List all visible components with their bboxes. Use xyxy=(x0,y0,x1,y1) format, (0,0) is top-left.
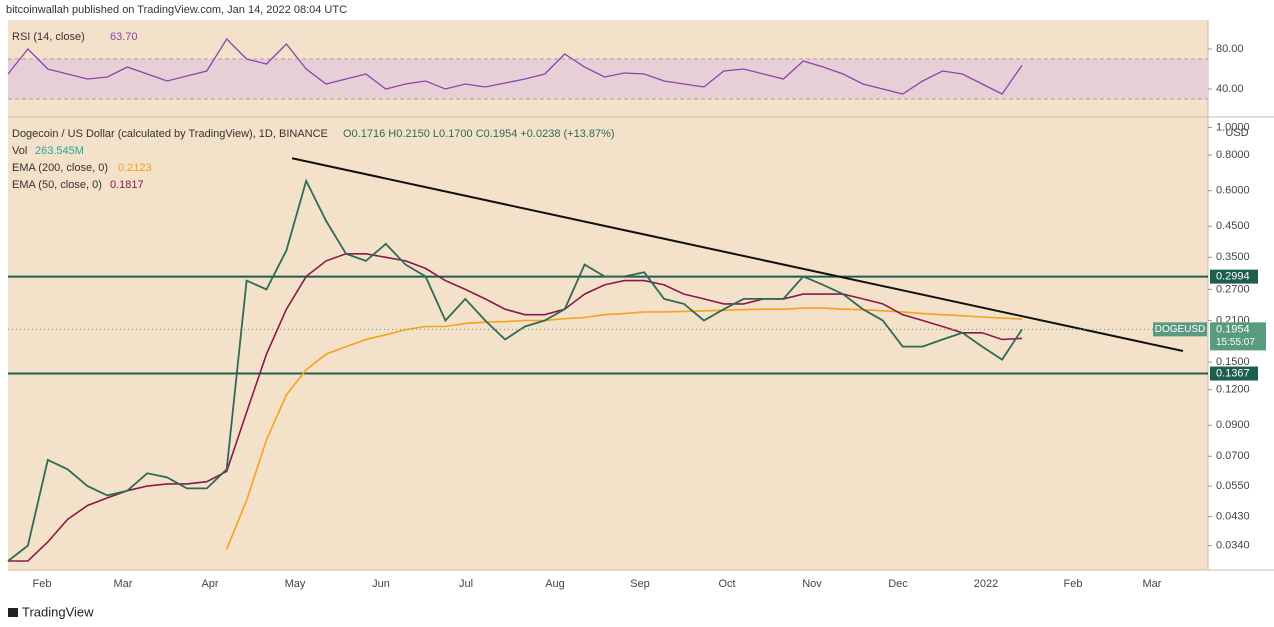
trendline xyxy=(291,157,1184,353)
header: bitcoinwallah published on TradingView.c… xyxy=(6,4,347,16)
x-tick-label: Aug xyxy=(545,578,565,590)
unit-box xyxy=(1222,126,1252,140)
rsi-line xyxy=(7,37,1023,95)
ohlc: O0.1716 H0.2150 L0.1700 C0.1954 +0.0238 … xyxy=(343,128,615,140)
y-unit: USD xyxy=(1225,127,1248,139)
volume-value: 263.545M xyxy=(35,145,84,157)
x-tick-label: Nov xyxy=(802,578,822,590)
y-tick-label: 0.0700 xyxy=(1216,450,1250,462)
x-tick-label: Jun xyxy=(372,578,390,590)
y-tick-label: 0.6000 xyxy=(1216,185,1250,197)
x-tick-label: Apr xyxy=(201,578,218,590)
rsi-value: 63.70 xyxy=(110,31,138,43)
footer: TradingView xyxy=(22,604,94,619)
x-tick-label: Feb xyxy=(1064,578,1083,590)
symbol-label: DOGEUSD xyxy=(1155,324,1206,335)
x-tick-label: Oct xyxy=(718,578,735,590)
rsi-band xyxy=(8,59,1208,99)
y-tick-label: 0.3500 xyxy=(1216,251,1250,263)
price-tag xyxy=(1210,322,1266,351)
y-tick-label: 0.0900 xyxy=(1216,419,1250,431)
rsi-title: RSI (14, close) xyxy=(12,31,85,43)
x-tick-label: Mar xyxy=(114,578,133,590)
legend-value: 0.2123 xyxy=(118,162,152,174)
y-tick-label: 0.0340 xyxy=(1216,539,1250,551)
logo xyxy=(8,608,18,617)
x-tick-label: Sep xyxy=(630,578,650,590)
level-tag xyxy=(1210,269,1258,284)
level-label: 0.2994 xyxy=(1216,271,1250,283)
symbol-tag xyxy=(1153,322,1207,337)
x-tick-label: Dec xyxy=(888,578,908,590)
y-tick-label: 0.0430 xyxy=(1216,510,1250,522)
ema-line xyxy=(225,307,1023,550)
y-tick-label: 80.00 xyxy=(1216,43,1244,55)
y-tick-label: 0.4500 xyxy=(1216,220,1250,232)
price-title: Dogecoin / US Dollar (calculated by Trad… xyxy=(12,128,328,140)
price-label: 0.1954 xyxy=(1216,323,1250,335)
x-tick-label: Feb xyxy=(33,578,52,590)
y-tick-label: 0.1200 xyxy=(1216,384,1250,396)
legend-name: EMA (50, close, 0) xyxy=(12,179,102,191)
x-tick-label: Jul xyxy=(459,578,473,590)
x-tick-label: 2022 xyxy=(974,578,998,590)
price-line xyxy=(7,178,1023,562)
y-tick-label: 0.2700 xyxy=(1216,283,1250,295)
level-tag xyxy=(1210,366,1258,381)
y-tick-label: 40.00 xyxy=(1216,83,1244,95)
level-label: 0.1367 xyxy=(1216,367,1250,379)
x-tick-label: May xyxy=(285,578,306,590)
legend-value: 0.1817 xyxy=(110,179,144,191)
countdown: 15:55:07 xyxy=(1216,337,1255,348)
plot-background xyxy=(8,20,1208,570)
y-tick-label: 0.0550 xyxy=(1216,480,1250,492)
x-tick-label: Mar xyxy=(1143,578,1162,590)
y-tick-label: 0.1500 xyxy=(1216,356,1250,368)
volume-label: Vol xyxy=(12,145,27,157)
legend-name: EMA (200, close, 0) xyxy=(12,162,108,174)
y-tick-label: 0.8000 xyxy=(1216,149,1250,161)
y-tick-label: 1.0000 xyxy=(1216,121,1250,133)
